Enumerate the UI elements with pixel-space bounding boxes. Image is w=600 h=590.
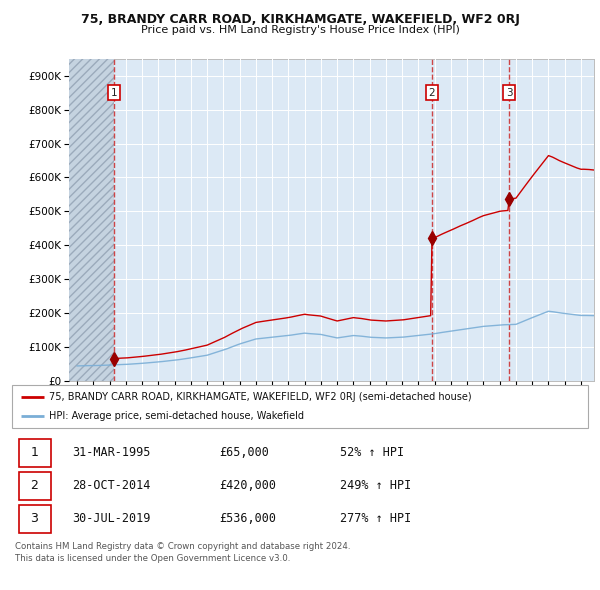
Text: 30-JUL-2019: 30-JUL-2019 bbox=[73, 512, 151, 525]
Text: 28-OCT-2014: 28-OCT-2014 bbox=[73, 478, 151, 492]
FancyBboxPatch shape bbox=[19, 473, 50, 500]
Text: 249% ↑ HPI: 249% ↑ HPI bbox=[340, 478, 412, 492]
Text: £536,000: £536,000 bbox=[220, 512, 277, 525]
FancyBboxPatch shape bbox=[19, 506, 50, 533]
Text: 75, BRANDY CARR ROAD, KIRKHAMGATE, WAKEFIELD, WF2 0RJ (semi-detached house): 75, BRANDY CARR ROAD, KIRKHAMGATE, WAKEF… bbox=[49, 392, 472, 402]
Text: 2: 2 bbox=[428, 88, 435, 98]
FancyBboxPatch shape bbox=[12, 385, 588, 428]
Text: Price paid vs. HM Land Registry's House Price Index (HPI): Price paid vs. HM Land Registry's House … bbox=[140, 25, 460, 35]
Bar bbox=[69, 59, 113, 381]
Text: HPI: Average price, semi-detached house, Wakefield: HPI: Average price, semi-detached house,… bbox=[49, 411, 304, 421]
Text: 1: 1 bbox=[31, 445, 38, 459]
Text: 75, BRANDY CARR ROAD, KIRKHAMGATE, WAKEFIELD, WF2 0RJ: 75, BRANDY CARR ROAD, KIRKHAMGATE, WAKEF… bbox=[80, 13, 520, 26]
Text: 3: 3 bbox=[506, 88, 512, 98]
FancyBboxPatch shape bbox=[19, 440, 50, 467]
Text: 2: 2 bbox=[31, 478, 38, 492]
Text: Contains HM Land Registry data © Crown copyright and database right 2024.
This d: Contains HM Land Registry data © Crown c… bbox=[15, 542, 350, 563]
Text: 1: 1 bbox=[110, 88, 117, 98]
Text: £420,000: £420,000 bbox=[220, 478, 277, 492]
Text: 52% ↑ HPI: 52% ↑ HPI bbox=[340, 445, 404, 459]
Text: 277% ↑ HPI: 277% ↑ HPI bbox=[340, 512, 412, 525]
Text: 31-MAR-1995: 31-MAR-1995 bbox=[73, 445, 151, 459]
Text: 3: 3 bbox=[31, 512, 38, 525]
Text: £65,000: £65,000 bbox=[220, 445, 269, 459]
